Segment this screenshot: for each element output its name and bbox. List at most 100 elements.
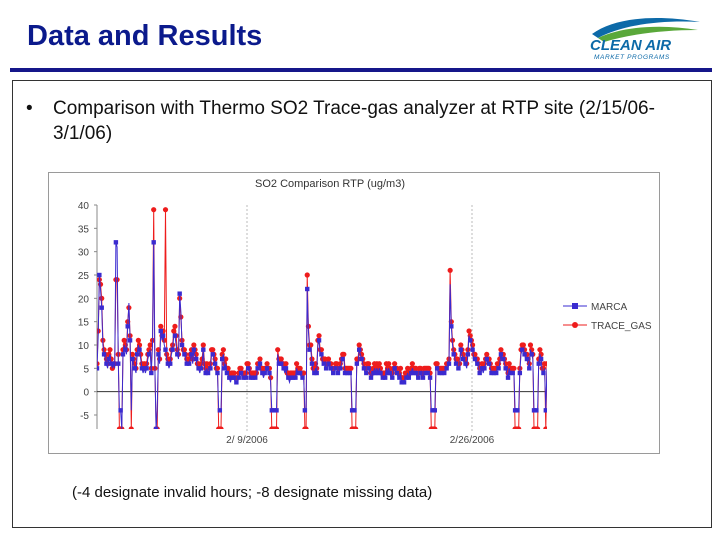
marca-point: [201, 347, 206, 352]
trace-gas-point: [356, 342, 362, 348]
marca-point: [387, 370, 393, 376]
marca-point: [168, 361, 173, 366]
trace-gas-point: [253, 370, 260, 376]
marca-point: [184, 361, 189, 366]
marca-point: [373, 370, 378, 376]
y-tick-label: 35: [78, 224, 90, 235]
marca-point: [151, 240, 156, 245]
trace-gas-point: [294, 361, 300, 367]
marca-point: [222, 366, 227, 371]
marca-point: [401, 380, 407, 385]
marca-point: [212, 361, 218, 366]
trace-gas-point: [543, 426, 547, 429]
marca-point: [248, 375, 253, 380]
trace-gas-point: [466, 328, 472, 334]
trace-gas-point: [144, 361, 150, 367]
marca-point: [255, 366, 260, 371]
y-tick-label: 5: [83, 364, 89, 375]
trace-gas-point: [534, 426, 541, 429]
marca-point: [97, 272, 102, 278]
marca-point: [434, 366, 440, 371]
marca-point: [463, 361, 468, 366]
marca-point: [345, 370, 350, 376]
marca-point: [477, 370, 482, 376]
marca-point: [392, 366, 397, 371]
trace-gas-point: [151, 207, 157, 213]
marca-point: [146, 352, 152, 357]
trace-gas-point: [161, 337, 167, 343]
y-tick-label: 30: [78, 248, 90, 259]
marca-point: [295, 370, 300, 376]
trace-gas-point: [278, 356, 284, 362]
marca-point: [191, 347, 197, 352]
chart-svg: SO2 Comparison RTP (ug/m3) 40 35 30 25 20 15 10…: [78, 178, 652, 446]
legend-marker-marca: [572, 303, 578, 309]
trace-gas-point: [218, 426, 224, 429]
marca-point: [519, 347, 525, 352]
marca-point: [418, 370, 423, 376]
marca-point: [210, 352, 215, 357]
marca-point: [219, 356, 225, 362]
y-tick-label: 0: [83, 388, 89, 399]
marca-point: [127, 338, 133, 343]
marca-point: [312, 370, 317, 376]
marca-point: [371, 370, 376, 376]
marca-point: [352, 408, 357, 413]
marca-point: [236, 375, 241, 380]
marca-point: [430, 408, 435, 413]
trace-gas-point: [409, 361, 415, 367]
marca-line: [97, 242, 547, 429]
marca-point: [390, 375, 395, 380]
trace-gas-point: [303, 426, 309, 429]
marca-point: [460, 356, 466, 362]
marca-point: [333, 366, 338, 371]
marca-point: [125, 324, 130, 329]
marca-point: [205, 370, 211, 376]
marca-point: [366, 366, 371, 371]
marca-point: [288, 375, 293, 380]
bullet-icon: •: [26, 98, 33, 119]
marca-point: [394, 370, 400, 376]
marca-point: [335, 370, 341, 376]
marca-point: [342, 370, 348, 376]
marca-point: [142, 366, 147, 371]
marca-point: [309, 361, 315, 366]
marca-point: [498, 352, 504, 357]
marca-point: [283, 366, 289, 371]
marca-point: [425, 370, 430, 376]
marca-point: [397, 375, 402, 380]
marca-point: [231, 375, 237, 380]
marca-point: [472, 356, 478, 362]
y-tick-label: 40: [78, 201, 90, 212]
trace-gas-point: [366, 361, 372, 367]
marca-point: [349, 408, 355, 413]
trace-gas-point: [264, 361, 270, 367]
trace-gas-point: [301, 370, 307, 376]
marca-point: [416, 375, 421, 380]
marca-point: [529, 352, 534, 357]
marca-point: [531, 408, 537, 413]
marca-point: [340, 356, 345, 362]
marca-point: [406, 375, 412, 380]
marca-point: [458, 347, 463, 352]
marca-point: [290, 375, 296, 380]
marca-point: [456, 366, 461, 371]
trace-gas-point: [147, 342, 153, 348]
trace-gas-point: [138, 351, 144, 357]
marca-point: [182, 352, 187, 357]
marca-point: [158, 328, 163, 334]
marca-point: [404, 375, 409, 380]
trace-gas-point: [238, 365, 244, 371]
marca-point: [198, 366, 204, 371]
marca-point: [446, 361, 452, 366]
marca-point: [229, 375, 234, 380]
trace-gas-point: [171, 328, 177, 334]
marca-point: [378, 370, 383, 376]
svg-text:CLEAN AIR: CLEAN AIR: [590, 37, 671, 54]
trace-gas-point: [304, 272, 310, 278]
marca-point: [139, 366, 145, 371]
marca-point: [241, 375, 246, 380]
trace-gas-point: [275, 347, 281, 353]
marca-point: [97, 366, 100, 371]
marca-point: [437, 370, 442, 376]
